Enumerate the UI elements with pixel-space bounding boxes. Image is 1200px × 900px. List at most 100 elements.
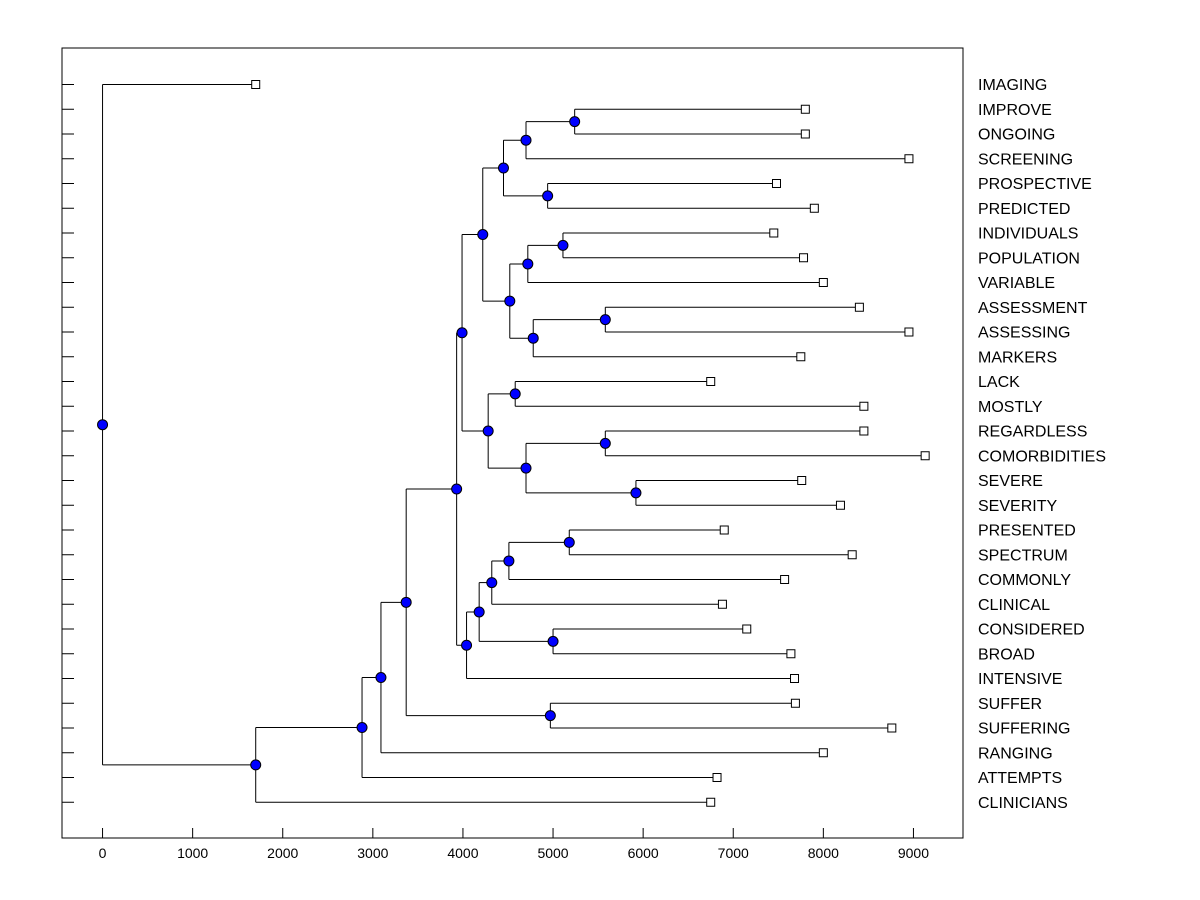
leaf-label-assessing: ASSESSING <box>978 325 1070 342</box>
leaf-label-comorbidities: COMORBIDITIES <box>978 448 1106 465</box>
x-tick-label: 8000 <box>808 845 839 861</box>
leaf-label-regardless: REGARDLESS <box>978 424 1087 441</box>
merge-node-m5 <box>557 239 569 251</box>
merge-node-m18 <box>503 555 515 567</box>
leaf-marker-suffering <box>887 723 897 733</box>
merge-node-m27 <box>356 722 368 734</box>
y-axis-ticks <box>62 84 74 803</box>
leaf-label-suffer: SUFFER <box>978 696 1042 713</box>
leaf-marker-prospective <box>771 179 781 188</box>
leaf-label-suffering: SUFFERING <box>978 721 1070 738</box>
leaf-marker-population <box>799 253 809 263</box>
leaf-marker-assessment <box>854 302 864 312</box>
merge-node-m8 <box>527 332 539 344</box>
x-tick-label: 5000 <box>537 845 568 861</box>
leaf-label-ongoing: ONGOING <box>978 127 1055 144</box>
leaf-label-variable: VARIABLE <box>978 275 1055 292</box>
leaf-label-mostly: MOSTLY <box>978 399 1043 416</box>
merge-node-m7 <box>599 314 611 326</box>
merge-node-m13 <box>630 487 642 499</box>
leaf-label-population: POPULATION <box>978 250 1080 267</box>
leaf-marker-commonly <box>780 575 790 584</box>
leaf-label-attempts: ATTEMPTS <box>978 770 1062 787</box>
leaf-label-commonly: COMMONLY <box>978 572 1071 589</box>
leaf-marker-predicted <box>809 203 819 213</box>
leaf-label-markers: MARKERS <box>978 349 1057 366</box>
leaf-label-ranging: RANGING <box>978 745 1053 762</box>
leaf-marker-markers <box>796 352 806 362</box>
leaf-label-individuals: INDIVIDUALS <box>978 226 1078 243</box>
leaf-marker-comorbidities <box>920 451 930 461</box>
leaf-label-lack: LACK <box>978 374 1020 391</box>
x-tick-label: 9000 <box>898 845 929 861</box>
leaf-marker-broad <box>786 649 796 659</box>
leaf-marker-improve <box>800 104 810 114</box>
leaf-label-prospective: PROSPECTIVE <box>978 176 1092 193</box>
x-tick-label: 0 <box>99 845 107 861</box>
x-tick-label: 2000 <box>267 845 298 861</box>
leaf-label-broad: BROAD <box>978 646 1035 663</box>
leaf-label-severity: SEVERITY <box>978 498 1057 515</box>
merge-node-m9 <box>504 295 516 307</box>
x-tick-label: 7000 <box>718 845 749 861</box>
leaf-marker-attempts <box>712 773 722 782</box>
leaf-marker-clinicians <box>706 797 716 807</box>
leaf-label-assessment: ASSESSMENT <box>978 300 1088 317</box>
merge-node-m19 <box>486 577 498 589</box>
merge-node-m14 <box>520 462 532 474</box>
merge-node-m10 <box>477 229 489 241</box>
leaf-label-presented: PRESENTED <box>978 523 1076 540</box>
merge-node-m6 <box>522 258 534 270</box>
x-tick-label: 1000 <box>177 845 208 861</box>
leaf-marker-severity <box>835 500 845 510</box>
plot-frame <box>61 47 964 839</box>
merge-node-m21 <box>473 606 485 618</box>
leaf-label-clinical: CLINICAL <box>978 597 1050 614</box>
merge-node-m20 <box>547 635 559 647</box>
merge-node-m28 <box>250 759 262 771</box>
merge-node-m17 <box>563 536 575 548</box>
merge-node-m26 <box>375 672 387 684</box>
merge-node-m3 <box>542 190 554 202</box>
leaf-label-improve: IMPROVE <box>978 102 1052 119</box>
x-tick-label: 3000 <box>357 845 388 861</box>
leaf-marker-imaging <box>251 80 261 89</box>
leaf-labels: IMAGING IMPROVE ONGOING SCREENING PROSPECTIV… <box>978 77 1106 812</box>
leaf-marker-presented <box>719 525 729 535</box>
leaf-label-severe: SEVERE <box>978 473 1043 490</box>
leaf-label-predicted: PREDICTED <box>978 201 1070 218</box>
leaf-marker-suffer <box>790 698 800 708</box>
leaf-marker-variable <box>818 278 828 287</box>
x-axis: 0 1000 2000 3000 4000 5000 6000 7000 8000 9000 <box>99 828 929 861</box>
leaf-marker-individuals <box>769 228 779 238</box>
merge-node-m15 <box>482 425 494 437</box>
leaf-label-spectrum: SPECTRUM <box>978 547 1068 564</box>
leaf-marker-considered <box>742 624 752 634</box>
leaf-label-considered: CONSIDERED <box>978 622 1085 639</box>
merge-node-m11 <box>509 388 521 400</box>
leaf-marker-assessing <box>904 327 914 337</box>
leaf-marker-lack <box>706 377 716 386</box>
merge-node-m16 <box>456 327 468 339</box>
leaf-marker-ongoing <box>800 129 810 139</box>
leaf-label-intensive: INTENSIVE <box>978 671 1062 688</box>
leaf-marker-clinical <box>717 599 727 609</box>
leaf-marker-mostly <box>859 401 869 411</box>
leaf-label-clinicians: CLINICIANS <box>978 795 1068 812</box>
merge-node-m2 <box>520 134 532 146</box>
merge-node-m4 <box>497 162 509 174</box>
leaf-marker-spectrum <box>847 550 857 560</box>
merge-node-m29 <box>97 419 109 431</box>
dendrogram-links <box>102 84 926 803</box>
x-tick-label: 4000 <box>447 845 478 861</box>
merge-node-m23 <box>451 483 463 495</box>
merge-node-m22 <box>461 639 473 651</box>
leaf-label-screening: SCREENING <box>978 151 1073 168</box>
leaf-label-imaging: IMAGING <box>978 77 1047 94</box>
merge-node-m12 <box>599 437 611 449</box>
leaf-marker-severe <box>797 476 807 485</box>
dendrogram-leaves <box>251 80 930 807</box>
leaf-marker-screening <box>904 154 914 164</box>
leaf-marker-regardless <box>859 426 869 436</box>
